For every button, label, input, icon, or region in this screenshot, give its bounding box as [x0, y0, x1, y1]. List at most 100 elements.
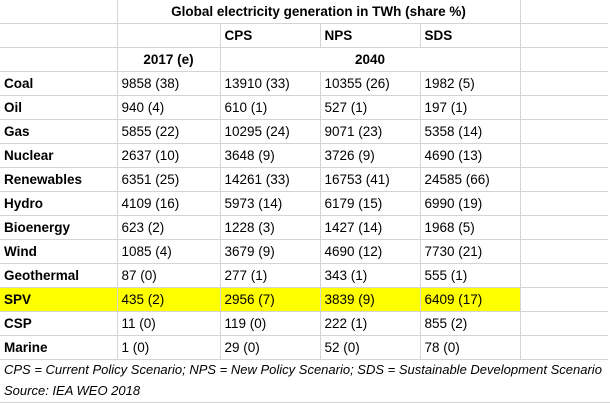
row-label[interactable]: Nuclear [0, 143, 118, 168]
cell[interactable] [520, 191, 608, 216]
value-cell[interactable]: 7730 (21) [420, 239, 521, 264]
row-label[interactable]: Gas [0, 119, 118, 144]
value-cell[interactable]: 3648 (9) [220, 143, 321, 168]
row-label[interactable]: Oil [0, 95, 118, 120]
value-cell[interactable]: 6990 (19) [420, 191, 521, 216]
cell[interactable] [117, 23, 221, 48]
value-cell[interactable]: 78 (0) [420, 335, 521, 360]
value-cell[interactable]: 5973 (14) [220, 191, 321, 216]
value-cell[interactable]: 1 (0) [117, 335, 221, 360]
value-cell[interactable]: 5855 (22) [117, 119, 221, 144]
value-cell[interactable]: 10295 (24) [220, 119, 321, 144]
value-cell[interactable]: 52 (0) [320, 335, 421, 360]
value-cell[interactable]: 1085 (4) [117, 239, 221, 264]
value-cell[interactable]: 9071 (23) [320, 119, 421, 144]
table-row: Marine 1 (0) 29 (0) 52 (0) 78 (0) [0, 335, 608, 360]
row-label[interactable]: Wind [0, 239, 118, 264]
title-row: Global electricity generation in TWh (sh… [0, 0, 608, 24]
cell[interactable] [520, 95, 608, 120]
value-cell[interactable]: 1982 (5) [420, 71, 521, 96]
value-cell[interactable]: 2637 (10) [117, 143, 221, 168]
value-cell[interactable]: 29 (0) [220, 335, 321, 360]
cell[interactable] [520, 239, 608, 264]
cell[interactable] [520, 263, 608, 288]
value-cell[interactable]: 1968 (5) [420, 215, 521, 240]
value-cell[interactable]: 11 (0) [117, 311, 221, 336]
cell[interactable] [520, 215, 608, 240]
scenario-header-row: CPS NPS SDS [0, 23, 608, 48]
value-cell[interactable]: 16753 (41) [320, 167, 421, 192]
row-label[interactable]: SPV [0, 287, 118, 312]
value-cell[interactable]: 3726 (9) [320, 143, 421, 168]
cell[interactable] [0, 23, 118, 48]
value-cell[interactable]: 4690 (13) [420, 143, 521, 168]
cell[interactable] [520, 0, 608, 24]
value-cell[interactable]: 343 (1) [320, 263, 421, 288]
value-cell[interactable]: 3679 (9) [220, 239, 321, 264]
row-label[interactable]: Marine [0, 335, 118, 360]
table-row: CSP 11 (0) 119 (0) 222 (1) 855 (2) [0, 311, 608, 336]
year-header-row: 2017 (e) 2040 [0, 47, 608, 72]
value-cell[interactable]: 24585 (66) [420, 167, 521, 192]
cell[interactable] [520, 167, 608, 192]
value-cell[interactable]: 6179 (15) [320, 191, 421, 216]
header-year-2040[interactable]: 2040 [220, 47, 521, 72]
data-rows: Coal 9858 (38) 13910 (33) 10355 (26) 1982 (5… [0, 71, 608, 360]
value-cell[interactable]: 277 (1) [220, 263, 321, 288]
table-row: Gas 5855 (22) 10295 (24) 9071 (23) 5358 (14) [0, 119, 608, 144]
value-cell[interactable]: 4109 (16) [117, 191, 221, 216]
row-label[interactable]: CSP [0, 311, 118, 336]
value-cell[interactable]: 6351 (25) [117, 167, 221, 192]
value-cell[interactable]: 527 (1) [320, 95, 421, 120]
value-cell[interactable]: 2956 (7) [220, 287, 321, 312]
table-row: Oil 940 (4) 610 (1) 527 (1) 197 (1) [0, 95, 608, 120]
value-cell[interactable]: 13910 (33) [220, 71, 321, 96]
value-cell[interactable]: 119 (0) [220, 311, 321, 336]
table-row: Nuclear 2637 (10) 3648 (9) 3726 (9) 4690 (13… [0, 143, 608, 168]
table-row: Bioenergy 623 (2) 1228 (3) 1427 (14) 1968 (5… [0, 215, 608, 240]
row-label[interactable]: Hydro [0, 191, 118, 216]
cell[interactable] [520, 119, 608, 144]
value-cell[interactable]: 940 (4) [117, 95, 221, 120]
table-row: Renewables 6351 (25) 14261 (33) 16753 (41) 2… [0, 167, 608, 192]
cell[interactable] [520, 335, 608, 360]
header-cps[interactable]: CPS [220, 23, 321, 48]
value-cell[interactable]: 5358 (14) [420, 119, 521, 144]
cell[interactable] [0, 0, 118, 24]
cell[interactable] [520, 311, 608, 336]
header-sds[interactable]: SDS [420, 23, 521, 48]
value-cell[interactable]: 610 (1) [220, 95, 321, 120]
value-cell[interactable]: 9858 (38) [117, 71, 221, 96]
value-cell[interactable]: 222 (1) [320, 311, 421, 336]
generation-table: Global electricity generation in TWh (sh… [0, 0, 608, 360]
cell[interactable] [520, 71, 608, 96]
value-cell[interactable]: 14261 (33) [220, 167, 321, 192]
cell[interactable] [520, 23, 608, 48]
cell[interactable] [520, 47, 608, 72]
value-cell[interactable]: 10355 (26) [320, 71, 421, 96]
row-label[interactable]: Renewables [0, 167, 118, 192]
value-cell[interactable]: 6409 (17) [420, 287, 521, 312]
table-row: SPV 435 (2) 2956 (7) 3839 (9) 6409 (17) [0, 287, 608, 312]
header-nps[interactable]: NPS [320, 23, 421, 48]
value-cell[interactable]: 623 (2) [117, 215, 221, 240]
row-label[interactable]: Coal [0, 71, 118, 96]
value-cell[interactable]: 3839 (9) [320, 287, 421, 312]
cell[interactable] [520, 143, 608, 168]
cell[interactable] [0, 47, 118, 72]
value-cell[interactable]: 555 (1) [420, 263, 521, 288]
value-cell[interactable]: 1228 (3) [220, 215, 321, 240]
value-cell[interactable]: 197 (1) [420, 95, 521, 120]
table-row: Geothermal 87 (0) 277 (1) 343 (1) 555 (1) [0, 263, 608, 288]
row-label[interactable]: Geothermal [0, 263, 118, 288]
value-cell[interactable]: 4690 (12) [320, 239, 421, 264]
value-cell[interactable]: 435 (2) [117, 287, 221, 312]
cell[interactable] [520, 287, 608, 312]
table-title[interactable]: Global electricity generation in TWh (sh… [117, 0, 521, 24]
value-cell[interactable]: 1427 (14) [320, 215, 421, 240]
row-label[interactable]: Bioenergy [0, 215, 118, 240]
table-row: Wind 1085 (4) 3679 (9) 4690 (12) 7730 (21) [0, 239, 608, 264]
value-cell[interactable]: 855 (2) [420, 311, 521, 336]
header-year-2017[interactable]: 2017 (e) [117, 47, 221, 72]
value-cell[interactable]: 87 (0) [117, 263, 221, 288]
